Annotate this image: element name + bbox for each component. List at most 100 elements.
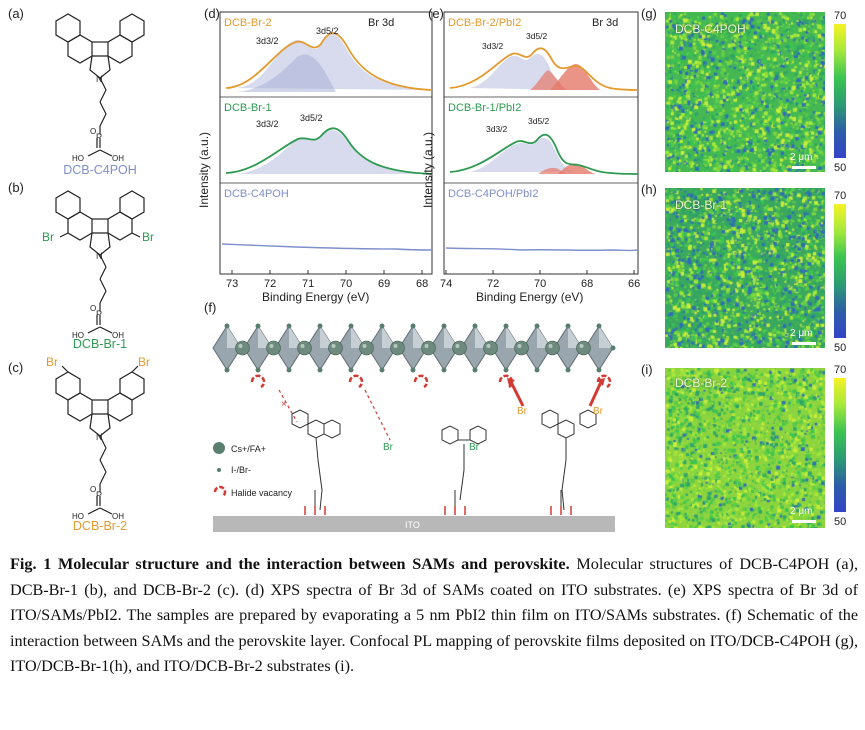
element-label: Br 3d <box>592 17 618 29</box>
hydroxyl-right: OH <box>112 331 124 340</box>
trace-label-c4poh: DCB-C4POH/PbI2 <box>448 188 538 200</box>
colorbar <box>834 204 846 338</box>
bromine-left: Br <box>46 355 58 369</box>
panel-label-e: (e) <box>428 6 444 21</box>
halide-vacancies <box>250 374 612 389</box>
phosphorus-atom: P <box>96 490 102 500</box>
oxygen-atom: O <box>90 127 96 136</box>
legend-anion: I-/Br- <box>231 465 251 475</box>
scale-bar <box>792 520 816 523</box>
scale-label: 2 μm <box>790 506 813 517</box>
scale-label: 2 μm <box>790 328 813 339</box>
phosphonic-anchors <box>304 490 572 515</box>
oxygen-atom: O <box>90 304 96 313</box>
panel-label-b: (b) <box>8 180 24 195</box>
x-axis-label: Binding Energy (eV) <box>262 290 369 304</box>
x-tick-label: 66 <box>628 278 640 290</box>
interaction-line <box>364 389 391 441</box>
cation-icon <box>213 442 225 454</box>
bromine-label: Br <box>383 442 394 453</box>
element-label: Br 3d <box>368 17 394 29</box>
x-tick-label: 72 <box>264 278 276 290</box>
panel-label-g: (g) <box>641 6 657 21</box>
x-tick-label: 74 <box>440 278 452 290</box>
sam-molecules <box>291 409 597 511</box>
y-axis-label: Intensity (a.u.) <box>197 132 211 208</box>
x-ticks: 73 72 71 70 69 68 <box>226 270 428 290</box>
bromine-label: Br <box>469 442 480 453</box>
map-title: DCB-C4POH <box>675 22 746 36</box>
colorbar-min: 50 <box>834 342 847 354</box>
pl-map-br1 <box>665 188 825 348</box>
x-tick-label: 71 <box>302 278 314 290</box>
colorbar-max: 70 <box>834 190 847 202</box>
ito-substrate <box>213 516 615 532</box>
bromine-label: Br <box>593 406 604 417</box>
phosphorus-atom: P <box>96 309 102 319</box>
nitrogen-atom: N <box>96 74 103 84</box>
bromine-right: Br <box>138 355 150 369</box>
binding-arrow <box>509 381 525 407</box>
hydroxyl-right: OH <box>112 154 124 163</box>
x-tick-label: 70 <box>340 278 352 290</box>
caption-body: Molecular structures of DCB-C4POH (a), D… <box>10 555 858 676</box>
map-title: DCB-Br-1 <box>675 198 728 212</box>
panel-label-h: (h) <box>641 182 657 197</box>
legend-cation: Cs+/FA+ <box>231 444 266 454</box>
peak-label: 3d3/2 <box>256 36 279 46</box>
map-title: DCB-Br-2 <box>675 376 728 390</box>
pl-map-c4poh <box>665 12 825 172</box>
no-interaction-mark: × <box>281 399 287 410</box>
figure-caption: Fig. 1 Molecular structure and the inter… <box>10 552 858 680</box>
colorbar-min: 50 <box>834 162 847 174</box>
peak-label: 3d5/2 <box>526 31 548 41</box>
peak-label: 3d3/2 <box>482 41 504 51</box>
y-axis-label: Intensity (a.u.) <box>421 132 435 208</box>
colorbar-max: 70 <box>834 10 847 22</box>
nitrogen-atom: N <box>96 251 103 261</box>
bromine-right: Br <box>142 230 154 244</box>
trace-label-c4poh: DCB-C4POH <box>224 188 289 200</box>
colorbar <box>834 24 846 158</box>
caption-title: Fig. 1 Molecular structure and the inter… <box>10 555 570 573</box>
trace-label-br2: DCB-Br-2/PbI2 <box>448 17 521 29</box>
bromine-label: Br <box>517 406 528 417</box>
hydroxyl-left: HO <box>72 154 84 163</box>
xps-chart-d: Br 3d DCB-Br-2 DCB-Br-1 DCB-C4POH 3d3/2 … <box>197 11 433 304</box>
panel-label-c: (c) <box>8 360 24 375</box>
scale-bar <box>792 166 816 169</box>
trace-label-br2: DCB-Br-2 <box>224 17 272 29</box>
x-axis-label: Binding Energy (eV) <box>476 290 583 304</box>
peak-label: 3d3/2 <box>486 124 508 134</box>
scale-bar <box>792 342 816 345</box>
molecule-name-a: DCB-C4POH <box>63 163 137 177</box>
colorbar-min: 50 <box>834 516 847 528</box>
peak-label: 3d5/2 <box>528 116 550 126</box>
panel-label-d: (d) <box>204 6 220 21</box>
anion-icon <box>217 468 221 472</box>
colorbar-max: 70 <box>834 364 847 376</box>
interaction-line <box>278 389 298 423</box>
nitrogen-atom: N <box>96 432 103 442</box>
x-ticks: 74 72 70 68 66 <box>440 270 640 290</box>
phosphorus-atom: P <box>96 132 102 142</box>
x-tick-label: 70 <box>534 278 546 290</box>
trace-label-br1: DCB-Br-1/PbI2 <box>448 102 521 114</box>
panel-label-f: (f) <box>204 300 217 315</box>
binding-arrow <box>588 381 603 407</box>
vacancy-icon <box>213 485 227 497</box>
x-tick-label: 68 <box>581 278 593 290</box>
substrate-label: ITO <box>405 520 420 530</box>
hydroxyl-left: HO <box>72 331 84 340</box>
hydroxyl-left: HO <box>72 512 84 521</box>
x-tick-label: 69 <box>378 278 390 290</box>
scale-label: 2 μm <box>790 152 813 163</box>
perovskite-lattice <box>212 323 616 373</box>
x-tick-label: 72 <box>487 278 499 290</box>
peak-label: 3d5/2 <box>300 113 323 123</box>
molecule-name-b: DCB-Br-1 <box>72 337 128 351</box>
trace-label-br1: DCB-Br-1 <box>224 102 272 114</box>
x-tick-label: 73 <box>226 278 238 290</box>
peak-label: 3d5/2 <box>316 26 339 36</box>
molecule-structures: N P O HO OH N P O HO OH Br Br N P O HO O… <box>42 13 154 521</box>
